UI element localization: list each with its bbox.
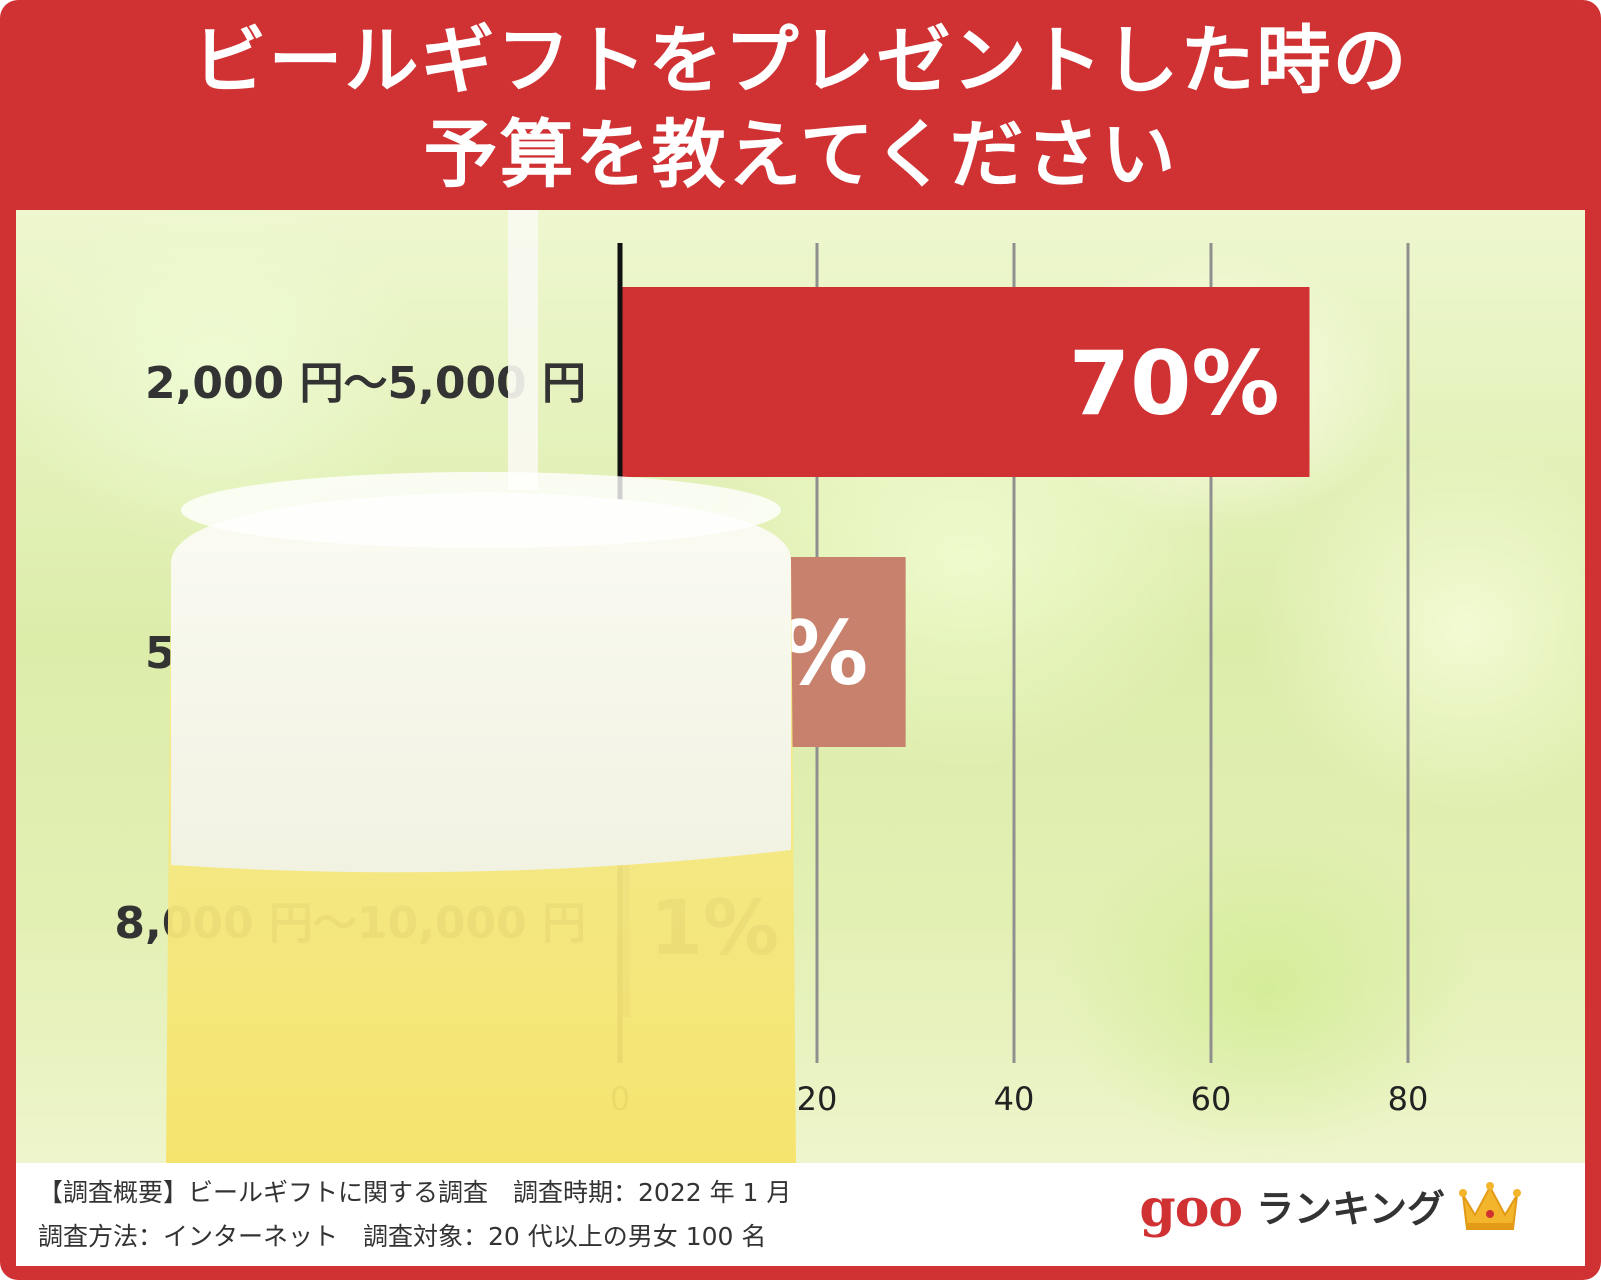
- survey-summary: 【調査概要】ビールギフトに関する調査 調査時期：2022 年 1 月 調査方法：…: [38, 1171, 791, 1259]
- title-line-2: 予算を教えてください: [423, 112, 1178, 198]
- bar-1: [620, 287, 1310, 477]
- x-tick-20: 20: [797, 1080, 838, 1118]
- ranking-label: ランキング: [1256, 1187, 1445, 1231]
- x-tick-60: 60: [1191, 1080, 1232, 1118]
- crown-icon: [1459, 1182, 1521, 1230]
- chart-title: ビールギフトをプレゼントした時の 予算を教えてください: [0, 14, 1601, 202]
- survey-line-2: 調査方法：インターネット 調査対象：20 代以上の男女 100 名: [38, 1222, 767, 1251]
- footer: 【調査概要】ビールギフトに関する調査 調査時期：2022 年 1 月 調査方法：…: [16, 1163, 1585, 1266]
- beer-glass-illustration: [166, 210, 796, 1163]
- x-tick-80: 80: [1388, 1080, 1429, 1118]
- x-tick-40: 40: [994, 1080, 1035, 1118]
- goo-brand: goo: [1139, 1178, 1243, 1239]
- title-line-1: ビールギフトをプレゼントした時の: [192, 18, 1409, 104]
- data-label-1: 70%: [1069, 332, 1280, 435]
- survey-line-1: 【調査概要】ビールギフトに関する調査 調査時期：2022 年 1 月: [38, 1178, 792, 1207]
- chart-panel: 2,000 円〜5,000 円5,000 円〜8,000 円8,000 円〜10…: [16, 210, 1585, 1163]
- goo-ranking-logo[interactable]: goo ランキング: [1139, 1179, 1521, 1239]
